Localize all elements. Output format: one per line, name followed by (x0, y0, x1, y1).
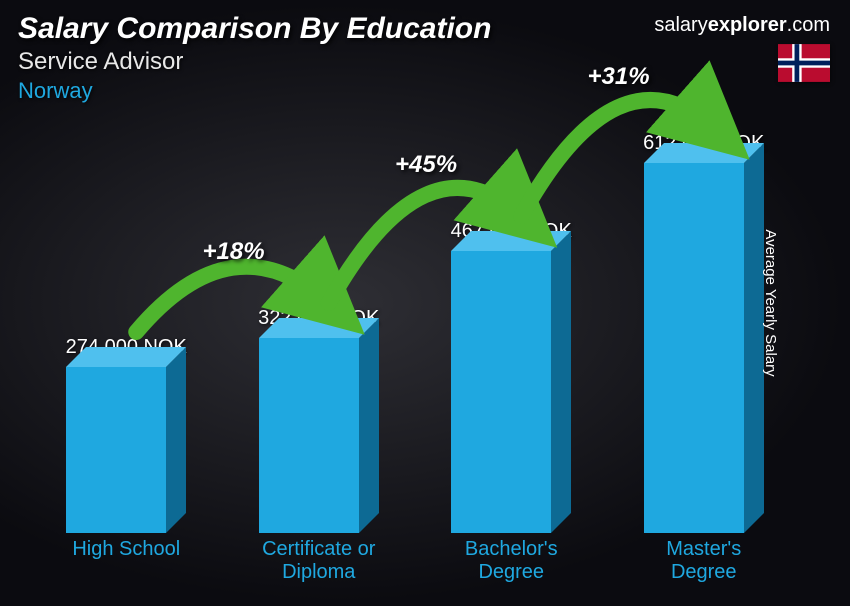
bar-group: 467,000 NOK (415, 220, 608, 533)
bar-group: 274,000 NOK (30, 336, 223, 533)
increase-label: +45% (395, 151, 457, 179)
chart-area: 274,000 NOK322,000 NOK467,000 NOK612,000… (30, 108, 800, 588)
bar-front (259, 338, 359, 533)
y-axis-label: Average Yearly Salary (762, 229, 779, 376)
brand-part1: salary (654, 14, 707, 36)
norway-flag-icon (778, 44, 830, 82)
bar-front (66, 367, 166, 533)
bar-front (451, 251, 551, 533)
category-labels: High SchoolCertificate or DiplomaBachelo… (30, 538, 800, 588)
bar-front (644, 163, 744, 533)
category-label: Certificate or Diploma (223, 538, 416, 588)
bar (451, 251, 571, 533)
brand-suffix: .com (787, 14, 830, 36)
increase-label: +18% (203, 238, 265, 266)
bar-side (744, 143, 764, 533)
category-label: Master's Degree (608, 538, 801, 588)
bar-side (166, 347, 186, 533)
bar (66, 367, 186, 533)
category-label: Bachelor's Degree (415, 538, 608, 588)
chart-subtitle: Service Advisor (18, 48, 832, 76)
bar-group: 322,000 NOK (223, 307, 416, 533)
category-label: High School (30, 538, 223, 588)
brand-part2: explorer (708, 14, 787, 36)
bar-top (644, 143, 764, 163)
bar-top (259, 318, 379, 338)
bar (259, 338, 379, 533)
bar-top (66, 347, 186, 367)
bar-side (359, 318, 379, 533)
bar-side (551, 231, 571, 533)
bar-top (451, 231, 571, 251)
brand-logo: salaryexplorer.com (654, 14, 830, 37)
bar (644, 163, 764, 533)
chart-country: Norway (18, 78, 832, 104)
